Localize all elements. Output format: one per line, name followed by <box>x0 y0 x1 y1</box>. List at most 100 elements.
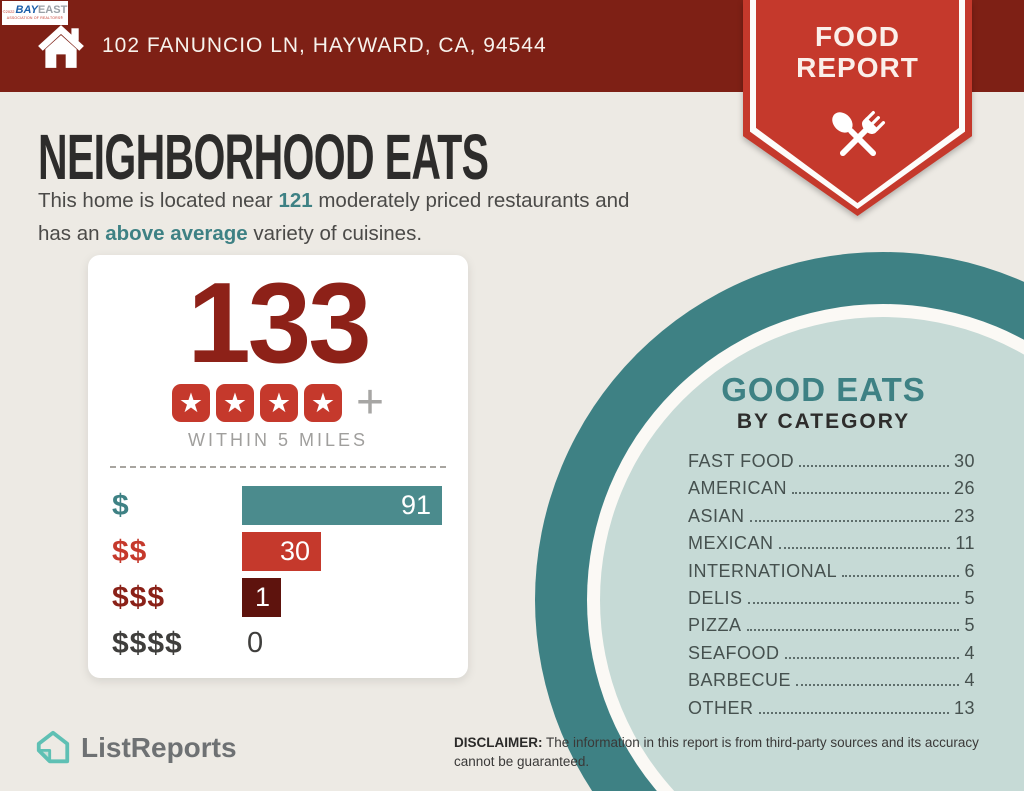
dotted-leader <box>749 519 949 522</box>
property-address: 102 FANUNCIO LN, HAYWARD, CA, 94544 <box>102 34 547 57</box>
price-bar-track: 0 <box>242 627 468 660</box>
price-level-label: $ <box>112 488 130 522</box>
price-row: $$ 30 <box>112 532 468 571</box>
category-list: FAST FOOD 30 AMERICAN 26 ASIAN 23 MEXICAN 11 INT… <box>672 451 975 725</box>
dotted-leader <box>778 547 951 550</box>
bayeast-name-light: EAST <box>37 4 68 17</box>
category-label: INTERNATIONAL <box>688 560 838 581</box>
intro-text: This home is located near 121 moderately… <box>38 185 629 251</box>
good-eats-panel: GOOD EATS BY CATEGORY FAST FOOD 30 AMERICA… <box>672 371 975 725</box>
intro-line2-pre: has an <box>38 221 106 245</box>
total-restaurants: 133 <box>187 260 371 387</box>
category-label: FAST FOOD <box>688 451 795 471</box>
listreports-icon <box>36 730 70 764</box>
price-row: $91 <box>112 486 468 525</box>
category-row: FAST FOOD 30 <box>688 451 975 478</box>
category-value: 4 <box>964 642 975 663</box>
price-chart: $91 $$ 30 $$$ 1 $$$$ 0 <box>88 486 468 663</box>
bayeast-name-bold: BAY <box>15 4 38 17</box>
star-icon: ★ <box>303 384 342 422</box>
price-row: $$$$ 0 <box>112 624 468 663</box>
intro-line1-post: moderately priced restaurants and <box>312 189 630 212</box>
dotted-leader <box>758 711 949 714</box>
category-row: DELIS 5 <box>688 588 975 615</box>
bayeast-prefix: ©2022 <box>2 9 15 15</box>
price-bar: 91 <box>242 486 442 525</box>
category-value: 4 <box>964 670 975 691</box>
plus-icon: + <box>355 375 385 429</box>
bayeast-tagline: ASSOCIATION OF REALTORS® <box>6 16 64 21</box>
price-level-label: $$$ <box>112 580 166 614</box>
intro-line1: This home is located near 121 moderately… <box>38 185 629 218</box>
ribbon-title-line2: REPORT <box>796 51 919 83</box>
category-value: 5 <box>964 615 975 636</box>
page-title: NEIGHBORHOOD EATS <box>38 121 489 193</box>
category-row: SEAFOOD 4 <box>688 643 975 670</box>
category-label: OTHER <box>688 697 754 718</box>
disclaimer-text: The information in this report is from t… <box>454 735 979 769</box>
bayeast-logo: ©2022 BAY EAST ASSOCIATION OF REALTORS® <box>2 1 68 25</box>
category-label: BARBECUE <box>688 670 792 691</box>
price-level-label: $$$$ <box>112 626 183 660</box>
star-icon: ★ <box>171 384 210 422</box>
category-row: MEXICAN 11 <box>688 533 975 560</box>
category-row: PIZZA 5 <box>688 615 975 642</box>
dotted-leader <box>796 684 960 687</box>
intro-line2-post: variety of cuisines. <box>247 221 423 245</box>
price-row: $$$ 1 <box>112 578 468 617</box>
ribbon-title-line1: FOOD <box>815 21 900 52</box>
category-row: ASIAN 23 <box>688 506 975 533</box>
category-label: DELIS <box>688 587 743 608</box>
price-bar-value: 0 <box>247 627 264 659</box>
summary-card: 133 ★ ★ ★ ★ + WITHIN 5 MILES $91 $$ 30 $$$ 1 $$$$… <box>88 255 468 678</box>
category-label: ASIAN <box>688 505 745 526</box>
category-row: INTERNATIONAL 6 <box>688 561 975 588</box>
category-value: 6 <box>964 560 975 581</box>
listreports-wordmark: ListReports <box>81 732 237 763</box>
price-bar: 1 <box>242 578 281 617</box>
category-value: 26 <box>953 478 975 499</box>
price-bar-track: 30 <box>242 532 468 571</box>
dotted-leader <box>842 574 960 577</box>
star-icon: ★ <box>259 384 298 422</box>
category-value: 13 <box>953 697 975 718</box>
price-bar-value: 91 <box>400 490 431 520</box>
restaurant-count: 121 <box>278 189 313 212</box>
variety-rating: above average <box>105 221 248 245</box>
star-icon: ★ <box>215 384 254 422</box>
dotted-leader <box>784 656 960 659</box>
category-label: PIZZA <box>688 615 742 636</box>
price-bar: 30 <box>242 532 321 571</box>
radius-label: WITHIN 5 MILES <box>187 430 368 450</box>
category-label: SEAFOOD <box>688 642 780 663</box>
disclaimer: DISCLAIMER: The information in this repo… <box>454 734 982 772</box>
ribbon-title: FOOD REPORT <box>743 21 972 84</box>
good-eats-subtitle: BY CATEGORY <box>736 410 911 433</box>
price-bar-value: 1 <box>254 582 270 612</box>
category-row: AMERICAN 26 <box>688 478 975 505</box>
food-report-ribbon: FOOD REPORT <box>743 0 972 216</box>
category-label: AMERICAN <box>688 478 788 499</box>
stars-row: ★ ★ ★ ★ + <box>88 375 468 429</box>
intro-line2: has an above average variety of cuisines… <box>38 218 629 251</box>
category-value: 23 <box>953 505 975 526</box>
dotted-leader <box>799 465 949 467</box>
category-value: 5 <box>964 587 975 608</box>
category-label: MEXICAN <box>688 533 774 554</box>
good-eats-title: GOOD EATS <box>721 371 926 408</box>
dotted-leader <box>747 601 960 604</box>
price-level-label: $$ <box>112 534 148 568</box>
dotted-leader <box>792 492 949 495</box>
disclaimer-label: DISCLAIMER: <box>454 735 543 750</box>
category-row: BARBECUE 4 <box>688 670 975 697</box>
price-bar-value: 30 <box>279 536 310 566</box>
dotted-leader <box>746 629 960 632</box>
price-bar-track: 91 <box>242 486 468 525</box>
category-value: 30 <box>953 451 975 471</box>
intro-line1-pre: This home is located near <box>38 189 279 212</box>
price-bar-track: 1 <box>242 578 468 617</box>
spoon-fork-icon <box>832 110 886 157</box>
listreports-logo: ListReports <box>34 729 237 767</box>
category-value: 11 <box>955 533 975 554</box>
